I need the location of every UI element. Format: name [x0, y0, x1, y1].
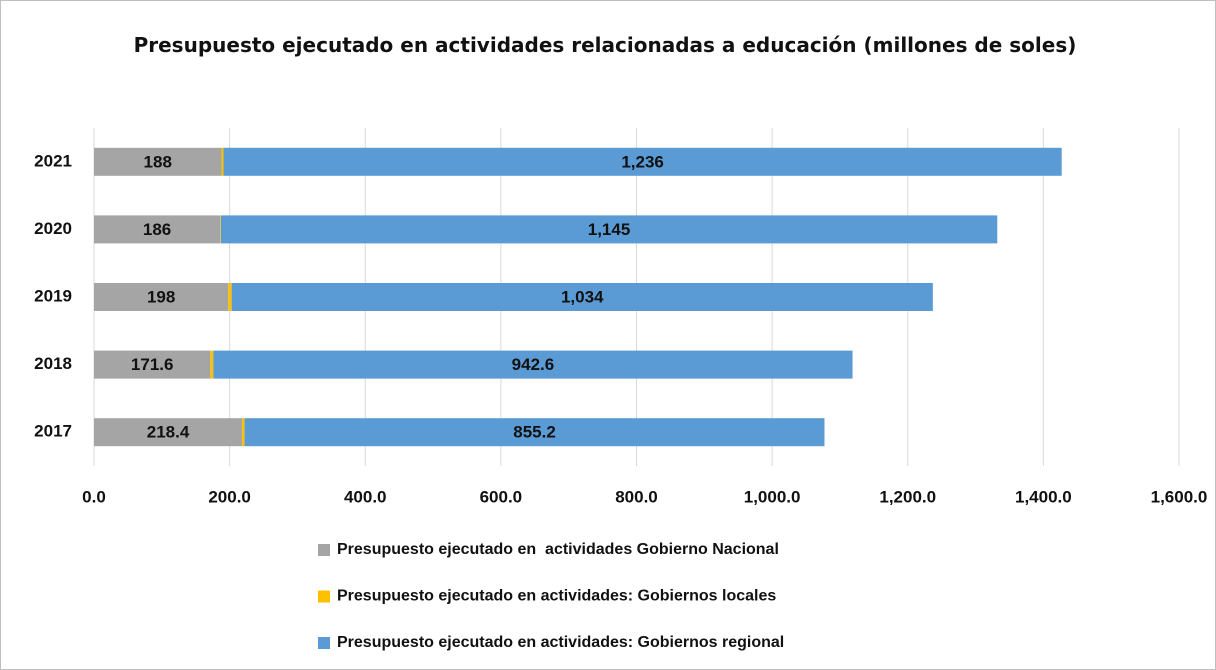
data-label: 171.6: [131, 355, 174, 374]
data-label: 1,034: [561, 287, 604, 306]
x-tick-label: 400.0: [344, 487, 387, 506]
x-tick-label: 600.0: [480, 487, 523, 506]
bar-segment: [210, 350, 214, 379]
data-label: 855.2: [513, 423, 556, 442]
legend-swatch: [318, 544, 330, 556]
data-label: 1,145: [588, 220, 631, 239]
bar-segment: [231, 283, 933, 311]
bar-segment: [223, 147, 1062, 176]
bar-segment: [220, 215, 221, 244]
bar-segment: [94, 350, 211, 379]
legend-swatch: [318, 590, 330, 603]
data-label: 942.6: [512, 355, 555, 374]
legend-swatch: [318, 637, 330, 649]
legend-label: Presupuesto ejecutado en actividades: Go…: [337, 588, 776, 605]
legend-label: Presupuesto ejecutado en actividades Gob…: [337, 541, 779, 558]
data-label: 218.4: [147, 423, 190, 442]
bar-segment: [244, 418, 825, 447]
x-tick-label: 800.0: [615, 487, 658, 506]
bar-segment: [94, 418, 243, 447]
data-label: 188: [144, 152, 172, 171]
x-tick-label: 200.0: [208, 487, 251, 506]
bar-segment: [94, 215, 221, 244]
y-tick-label: 2018: [34, 354, 72, 373]
bar-segment: [220, 215, 998, 244]
data-label: 1,236: [621, 152, 664, 171]
x-tick-label: 1,200.0: [879, 487, 936, 506]
bar-segment: [213, 350, 853, 379]
data-label: 186: [143, 220, 171, 239]
x-tick-label: 1,600.0: [1151, 487, 1208, 506]
bar-segment: [228, 283, 232, 311]
x-tick-label: 1,000.0: [744, 487, 801, 506]
y-tick-label: 2017: [34, 422, 72, 441]
bar-segment: [221, 147, 224, 176]
bar-segment: [242, 418, 245, 447]
x-tick-label: 0.0: [82, 487, 106, 506]
chart-title: Presupuesto ejecutado en actividades rel…: [133, 33, 1077, 57]
bar-segment: [94, 147, 222, 176]
bar-segment: [94, 283, 229, 311]
data-label: 198: [147, 287, 175, 306]
y-tick-label: 2019: [34, 286, 72, 305]
y-tick-label: 2021: [34, 151, 72, 170]
y-tick-label: 2020: [34, 219, 72, 238]
legend-label: Presupuesto ejecutado en actividades: Go…: [337, 634, 784, 651]
x-tick-label: 1,400.0: [1015, 487, 1072, 506]
